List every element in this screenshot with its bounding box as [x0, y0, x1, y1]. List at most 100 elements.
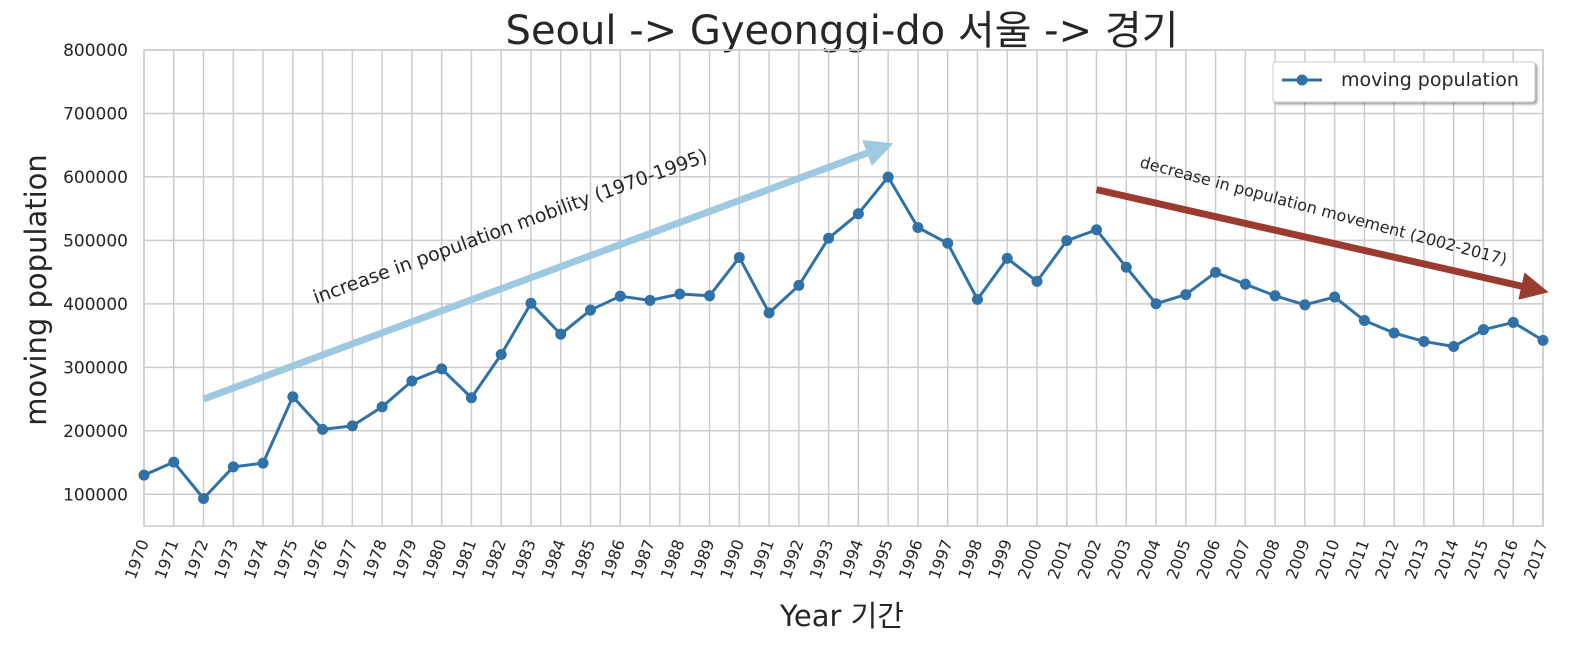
data-point — [555, 328, 567, 340]
data-point — [168, 456, 180, 468]
data-point — [1358, 315, 1370, 327]
data-point — [763, 307, 775, 319]
data-point — [1239, 278, 1251, 290]
x-tick-label: 1975 — [270, 537, 302, 582]
x-tick-label: 2010 — [1312, 537, 1344, 582]
data-point — [644, 294, 656, 306]
x-tick-label: 2000 — [1014, 537, 1046, 582]
x-tick-label: 1989 — [687, 537, 719, 582]
data-point — [942, 237, 954, 249]
x-tick-label: 1985 — [567, 537, 599, 582]
data-point — [1210, 266, 1222, 278]
data-point — [1091, 224, 1103, 236]
x-tick-label: 1983 — [508, 537, 540, 582]
y-tick-label: 500000 — [63, 231, 128, 251]
y-tick-label: 400000 — [63, 295, 128, 315]
x-tick-label: 1980 — [419, 537, 451, 582]
legend-label: moving population — [1341, 69, 1519, 91]
x-tick-label: 1982 — [478, 537, 510, 582]
y-axis-label: moving population — [19, 154, 53, 426]
x-tick-label: 1987 — [627, 537, 659, 582]
legend-marker-swatch — [1296, 74, 1308, 86]
series-moving-population — [138, 171, 1549, 504]
x-tick-label: 2012 — [1371, 537, 1403, 582]
x-tick-label: 1970 — [121, 537, 153, 582]
x-tick-label: 1999 — [984, 537, 1016, 582]
data-point — [1329, 291, 1341, 303]
legend: moving population — [1272, 61, 1536, 103]
x-tick-label: 1991 — [746, 537, 778, 582]
data-point — [971, 293, 983, 305]
y-tick-label: 200000 — [63, 422, 128, 442]
data-point — [1031, 275, 1043, 287]
x-tick-label: 1996 — [895, 537, 927, 582]
y-tick-label: 300000 — [63, 358, 128, 378]
legend-box — [1272, 61, 1536, 103]
data-point — [1299, 299, 1311, 311]
x-tick-label: 2013 — [1401, 537, 1433, 582]
x-tick-label: 1974 — [240, 537, 272, 582]
x-tick-label: 2017 — [1520, 537, 1552, 582]
data-point — [1388, 327, 1400, 339]
data-point — [1001, 252, 1013, 264]
data-point — [227, 461, 239, 473]
x-tick-label: 2001 — [1044, 537, 1076, 582]
x-tick-label: 2006 — [1193, 537, 1225, 582]
x-tick-label: 2014 — [1431, 537, 1463, 582]
y-tick-label: 100000 — [63, 485, 128, 505]
y-tick-label: 700000 — [63, 104, 128, 124]
data-point — [436, 363, 448, 375]
data-point — [1537, 334, 1549, 346]
y-tick-label: 600000 — [63, 168, 128, 188]
series-line — [143, 175, 1544, 500]
x-tick-label: 1971 — [151, 537, 183, 582]
x-tick-label: 1977 — [329, 537, 361, 582]
data-point — [287, 391, 299, 403]
data-point — [1418, 335, 1430, 347]
data-point — [198, 492, 210, 504]
data-point — [1180, 289, 1192, 301]
data-point — [346, 420, 358, 432]
x-tick-label: 1978 — [359, 537, 391, 582]
data-point — [257, 457, 269, 469]
data-point — [793, 279, 805, 291]
x-tick-label: 1990 — [716, 537, 748, 582]
data-point — [138, 469, 150, 481]
annotation-arrow — [1095, 186, 1549, 300]
data-point — [704, 290, 716, 302]
data-point — [584, 304, 596, 316]
x-tick-label: 1995 — [865, 537, 897, 582]
data-point — [495, 349, 507, 361]
data-point — [1477, 324, 1489, 336]
data-point — [882, 171, 894, 183]
axis-ticks: 1970197119721973197419751976197719781979… — [63, 41, 1552, 582]
x-tick-label: 1979 — [389, 537, 421, 582]
data-point — [1448, 341, 1460, 353]
data-point — [852, 208, 864, 220]
x-tick-label: 2009 — [1282, 537, 1314, 582]
data-point — [1269, 290, 1281, 302]
x-tick-label: 1976 — [300, 537, 332, 582]
data-point — [1507, 316, 1519, 328]
data-point — [406, 375, 418, 387]
data-point — [1150, 298, 1162, 310]
chart-title: Seoul -> Gyeonggi-do 서울 -> 경기 — [506, 8, 1179, 54]
x-tick-label: 2015 — [1460, 537, 1492, 582]
x-tick-label: 2003 — [1103, 537, 1135, 582]
x-tick-label: 1973 — [210, 537, 242, 582]
x-tick-label: 2008 — [1252, 537, 1284, 582]
x-tick-label: 2007 — [1222, 537, 1254, 582]
data-point — [912, 221, 924, 233]
x-tick-label: 1972 — [181, 537, 213, 582]
x-axis-label: Year 기간 — [779, 599, 904, 633]
data-point — [614, 290, 626, 302]
x-tick-label: 2002 — [1073, 537, 1105, 582]
x-tick-label: 2004 — [1133, 537, 1165, 582]
data-point — [1061, 235, 1073, 247]
y-tick-label: 800000 — [63, 41, 128, 61]
x-tick-label: 1993 — [806, 537, 838, 582]
data-point — [823, 232, 835, 244]
data-point — [465, 392, 477, 404]
